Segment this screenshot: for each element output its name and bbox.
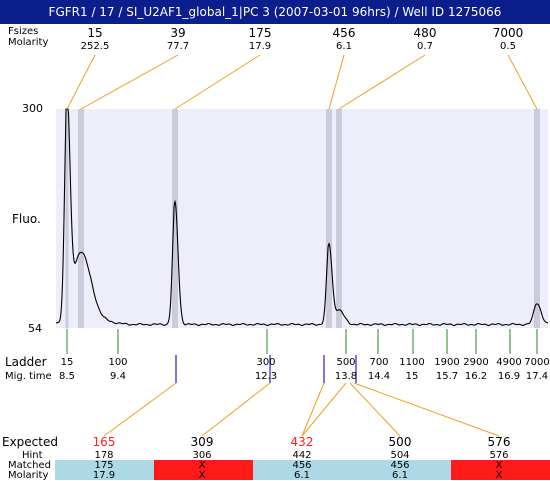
matched-molarity-value: 6.1 bbox=[294, 470, 310, 481]
matched-value: 175 bbox=[94, 460, 114, 471]
ladder-size-label: 500 bbox=[336, 357, 356, 368]
matched-value: X bbox=[198, 460, 206, 471]
matched-value: 456 bbox=[292, 460, 312, 471]
expected-connector bbox=[103, 382, 177, 437]
peak-band bbox=[534, 109, 540, 328]
matched-molarity-value: 17.9 bbox=[92, 470, 116, 481]
hint-value: 442 bbox=[292, 450, 312, 461]
ladder-label: Ladder bbox=[5, 355, 47, 369]
matched-molarity-value: X bbox=[495, 470, 503, 481]
peak-band bbox=[172, 109, 178, 328]
peak-band bbox=[336, 109, 342, 328]
expected-connector bbox=[201, 382, 271, 437]
matched-molarity-value: X bbox=[198, 470, 206, 481]
y-tick-label: 54 bbox=[28, 322, 42, 335]
matched-label: Matched bbox=[8, 460, 52, 471]
ladder-size-label: 2900 bbox=[463, 357, 489, 368]
matched-value: X bbox=[495, 460, 503, 471]
peak-connector bbox=[66, 54, 96, 110]
expected-connector bbox=[353, 382, 500, 437]
peak-band bbox=[78, 109, 84, 328]
hint-value: 576 bbox=[489, 450, 509, 461]
hint-label: Hint bbox=[22, 450, 43, 461]
peak-sizes-label: Fsizes bbox=[8, 26, 39, 37]
ladder-size-label: 300 bbox=[256, 357, 276, 368]
expected-label: Expected bbox=[2, 435, 58, 449]
y-axis-label: Fluo. bbox=[12, 212, 41, 226]
peak-size-label: 456 bbox=[332, 26, 356, 40]
peak-size-label: 15 bbox=[87, 26, 103, 40]
expected-connector bbox=[301, 382, 347, 437]
ladder-mig-time-label: 14.4 bbox=[367, 371, 391, 382]
y-tick-label: 300 bbox=[22, 102, 43, 115]
peak-molarity-label: 0.7 bbox=[417, 41, 433, 52]
matched-cell bbox=[451, 460, 550, 480]
expected-connector bbox=[301, 382, 325, 437]
ladder-size-label: 100 bbox=[108, 357, 128, 368]
hint-value: 306 bbox=[192, 450, 212, 461]
peak-size-label: 7000 bbox=[492, 26, 524, 40]
matched-value: 456 bbox=[390, 460, 410, 471]
peak-size-label: 480 bbox=[413, 26, 437, 40]
peak-size-label: 39 bbox=[170, 26, 186, 40]
expected-connector bbox=[349, 382, 401, 437]
expected-value: 500 bbox=[388, 435, 412, 449]
peak-size-label: 175 bbox=[248, 26, 272, 40]
ladder-size-label: 1100 bbox=[399, 357, 425, 368]
expected-value: 165 bbox=[92, 435, 116, 449]
peak-molarity-label: 252.5 bbox=[80, 41, 110, 52]
expected-value: 432 bbox=[290, 435, 314, 449]
hint-value: 178 bbox=[94, 450, 114, 461]
title-bar: FGFR1 / 17 / SI_U2AF1_global_1|PC 3 (200… bbox=[0, 0, 550, 24]
ladder-mig-time-label: 9.4 bbox=[110, 371, 126, 382]
peak-connector bbox=[174, 54, 261, 110]
ladder-size-label: 4900 bbox=[496, 357, 522, 368]
mig-time-label: Mig. time bbox=[5, 371, 52, 382]
peak-connector bbox=[80, 54, 179, 110]
ladder-mig-time-label: 16.9 bbox=[497, 371, 521, 382]
matched-cell bbox=[55, 460, 154, 480]
ladder-mig-time-label: 15 bbox=[405, 371, 419, 382]
matched-cell bbox=[253, 460, 352, 480]
peak-band bbox=[326, 109, 332, 328]
molarity-top-label: Molarity bbox=[8, 37, 49, 48]
molarity-bottom-label: Molarity bbox=[8, 470, 49, 481]
peak-connector bbox=[507, 54, 538, 110]
expected-value: 309 bbox=[190, 435, 214, 449]
matched-cell bbox=[154, 460, 253, 480]
ladder-mig-time-label: 13.8 bbox=[334, 371, 358, 382]
ladder-mig-time-label: 16.2 bbox=[464, 371, 488, 382]
matched-molarity-value: 6.1 bbox=[392, 470, 408, 481]
ladder-size-label: 7000 bbox=[524, 357, 550, 368]
peak-molarity-label: 17.9 bbox=[248, 41, 272, 52]
peak-molarity-label: 77.7 bbox=[166, 41, 190, 52]
ladder-size-label: 1900 bbox=[434, 357, 460, 368]
ladder-size-label: 700 bbox=[369, 357, 389, 368]
ladder-mig-time-label: 8.5 bbox=[59, 371, 75, 382]
peak-molarity-label: 6.1 bbox=[336, 41, 352, 52]
peak-band bbox=[65, 109, 69, 328]
fluorescence-trace bbox=[55, 108, 549, 326]
peak-connector bbox=[328, 54, 345, 110]
ladder-mig-time-label: 15.7 bbox=[435, 371, 459, 382]
peak-molarity-label: 0.5 bbox=[500, 41, 516, 52]
expected-value: 576 bbox=[487, 435, 511, 449]
plot-area bbox=[56, 109, 548, 328]
hint-value: 504 bbox=[390, 450, 410, 461]
ladder-mig-time-label: 17.4 bbox=[525, 371, 549, 382]
ladder-mig-time-label: 12.3 bbox=[254, 371, 278, 382]
matched-cell bbox=[352, 460, 451, 480]
peak-connector bbox=[338, 54, 426, 110]
ladder-size-label: 15 bbox=[60, 357, 74, 368]
